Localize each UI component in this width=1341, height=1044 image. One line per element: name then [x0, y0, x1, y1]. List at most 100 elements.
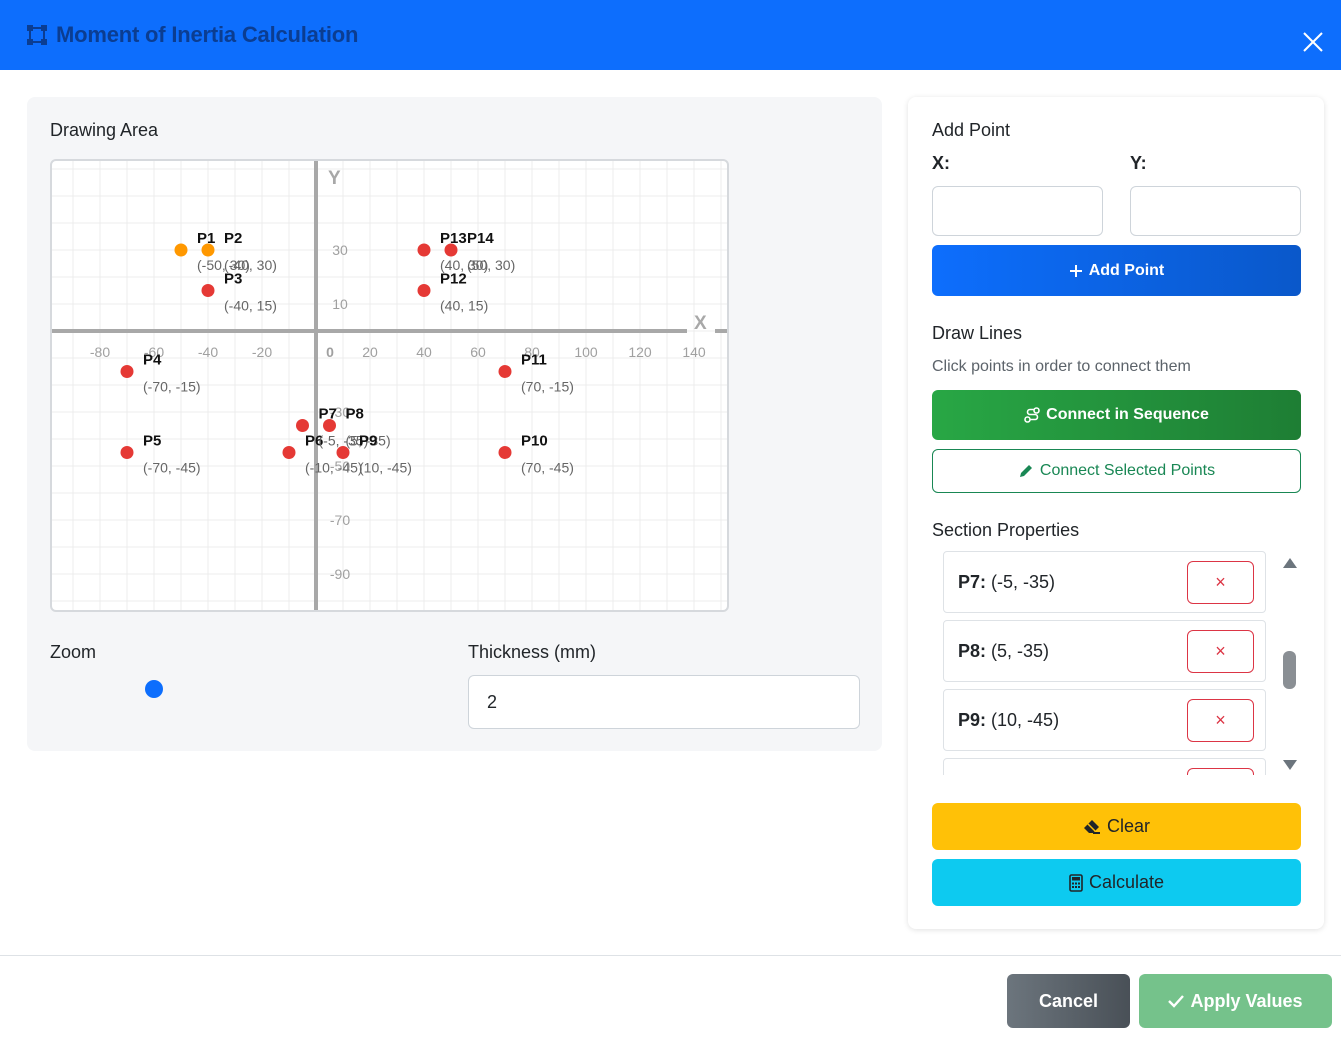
plot-point-p2[interactable]: P2 (-40, 30): [201, 230, 277, 273]
x-tick-label: -20: [252, 344, 272, 360]
point-name-label: P1: [197, 230, 215, 247]
x-tick-label: 0: [326, 344, 334, 360]
connect-sequence-label: Connect in Sequence: [1046, 406, 1209, 423]
connect-selected-button[interactable]: Connect Selected Points: [932, 449, 1301, 493]
point-marker[interactable]: [417, 243, 431, 257]
y-tick-label: -30: [330, 404, 350, 420]
scroll-up-icon[interactable]: [1283, 558, 1297, 568]
point-coord: (-5, -35): [991, 572, 1056, 592]
footer-divider: [0, 955, 1341, 956]
plot-point-p8[interactable]: P8 (5, -35): [323, 406, 391, 449]
close-icon[interactable]: [1301, 30, 1325, 54]
pencil-icon: [1019, 465, 1032, 477]
cancel-button[interactable]: Cancel: [1007, 974, 1130, 1028]
x-input[interactable]: [932, 186, 1103, 236]
point-coord-label: (-70, -15): [143, 379, 201, 395]
points-list-scrollbar[interactable]: [1279, 551, 1301, 775]
plot-point-p9[interactable]: P9 (10, -45): [336, 433, 412, 476]
thickness-label: Thickness (mm): [468, 642, 597, 662]
point-marker[interactable]: [120, 446, 134, 459]
point-coord-label: (-70, -45): [143, 460, 201, 476]
point-item-p7: P7: (-5, -35) ×: [943, 551, 1266, 613]
point-coord-label: (-40, 30): [224, 257, 277, 273]
point-marker[interactable]: [336, 446, 350, 459]
y-tick-label: -70: [330, 512, 350, 528]
y-tick-label: -90: [330, 566, 350, 582]
apply-values-button[interactable]: Apply Values: [1139, 974, 1332, 1028]
plot-svg[interactable]: XY -80 -60 -40 -20 0 20 40 60 80 100 120 1403010-30…: [52, 161, 727, 610]
plot-point-p12[interactable]: P12 (40, 15): [417, 271, 489, 314]
connect-sequence-button[interactable]: Connect in Sequence: [932, 390, 1301, 440]
point-marker[interactable]: [498, 365, 512, 378]
point-marker[interactable]: [498, 446, 512, 459]
point-marker[interactable]: [282, 446, 296, 459]
plot-point-p14[interactable]: P14 (50, 30): [444, 230, 516, 273]
point-marker[interactable]: [417, 284, 431, 297]
draw-lines-title: Draw Lines: [932, 323, 1023, 343]
point-coord-label: (50, 30): [467, 257, 515, 273]
plot-point-p3[interactable]: P3 (-40, 15): [201, 271, 277, 314]
scroll-thumb[interactable]: [1283, 651, 1296, 689]
point-coord-label: (70, -15): [521, 379, 574, 395]
plot-point-p13[interactable]: P13 (40, 30): [417, 230, 489, 273]
eraser-icon: [1083, 819, 1100, 834]
delete-point-button[interactable]: [1187, 768, 1254, 775]
apply-values-label: Apply Values: [1190, 990, 1303, 1011]
plot-point-p7[interactable]: P7 (-5, -35): [296, 406, 368, 449]
calculate-button[interactable]: Calculate: [932, 859, 1301, 906]
x-tick-label: 60: [470, 344, 486, 360]
scroll-down-icon[interactable]: [1283, 760, 1297, 770]
point-marker[interactable]: [174, 243, 188, 257]
point-marker[interactable]: [201, 284, 215, 297]
plot-point-p1[interactable]: P1 (-50, 30): [174, 230, 250, 273]
delete-point-button[interactable]: ×: [1187, 561, 1254, 604]
plot-point-p11[interactable]: P11 (70, -15): [498, 352, 574, 395]
drawing-area-title: Drawing Area: [50, 120, 159, 140]
point-name-label: P9: [359, 433, 377, 450]
modal-header: Moment of Inertia Calculation: [0, 0, 1341, 70]
point-name: P7:: [958, 572, 987, 592]
point-marker[interactable]: [323, 419, 336, 432]
point-name: P9:: [958, 710, 987, 730]
points-list[interactable]: P7: (-5, -35) × P8: (5, -35) × P9: (10, …: [932, 551, 1279, 775]
tick-labels: -80 -60 -40 -20 0 20 40 60 80 100 120 140 30 10 -30 -50…: [90, 242, 706, 582]
point-name-label: P4: [143, 352, 162, 369]
delete-point-button[interactable]: ×: [1187, 630, 1254, 673]
zoom-slider-handle[interactable]: [145, 680, 163, 698]
point-item-p9: P9: (10, -45) ×: [943, 689, 1266, 751]
point-marker[interactable]: [444, 243, 458, 257]
plot-point-p4[interactable]: P4 (-70, -15): [120, 352, 201, 395]
y-tick-label: 30: [332, 242, 348, 258]
plot-point-p5[interactable]: P5 (-70, -45): [120, 433, 201, 476]
clear-button[interactable]: Clear: [932, 803, 1301, 850]
thickness-input[interactable]: [468, 675, 860, 729]
plot-point-p10[interactable]: P10 (70, -45): [498, 433, 574, 476]
point-marker[interactable]: [201, 243, 215, 257]
point-name-label: P5: [143, 433, 161, 450]
point-name-label: P7: [319, 406, 337, 423]
x-tick-label: 40: [416, 344, 432, 360]
point-coord: (5, -35): [991, 641, 1050, 661]
point-name-label: P10: [521, 433, 548, 450]
point-name-label: P2: [224, 230, 242, 247]
point-coord-label: (70, -45): [521, 460, 574, 476]
point-marker[interactable]: [296, 419, 309, 432]
modal-title: Moment of Inertia Calculation: [56, 22, 359, 47]
x-tick-label: 20: [362, 344, 378, 360]
x-tick-label: 120: [628, 344, 652, 360]
point-coord-label: (40, 30): [440, 257, 488, 273]
add-point-button[interactable]: Add Point: [932, 245, 1301, 296]
point-coord-label: (-10, -45): [305, 460, 363, 476]
draw-lines-hint: Click points in order to connect them: [932, 358, 1191, 375]
x-label: X:: [932, 153, 950, 173]
point-name-label: P6: [305, 433, 323, 450]
y-tick-label: 10: [332, 296, 348, 312]
plot-point-p6[interactable]: P6 (-10, -45): [282, 433, 363, 476]
y-input[interactable]: [1130, 186, 1301, 236]
point-coord-label: (-40, 15): [224, 298, 277, 314]
point-marker[interactable]: [120, 365, 134, 378]
zoom-label: Zoom: [50, 642, 97, 662]
points-layer[interactable]: P1 (-50, 30) P2 (-40, 30)P3 (-40, 15) P4 (-70,…: [120, 230, 574, 476]
delete-point-button[interactable]: ×: [1187, 699, 1254, 742]
